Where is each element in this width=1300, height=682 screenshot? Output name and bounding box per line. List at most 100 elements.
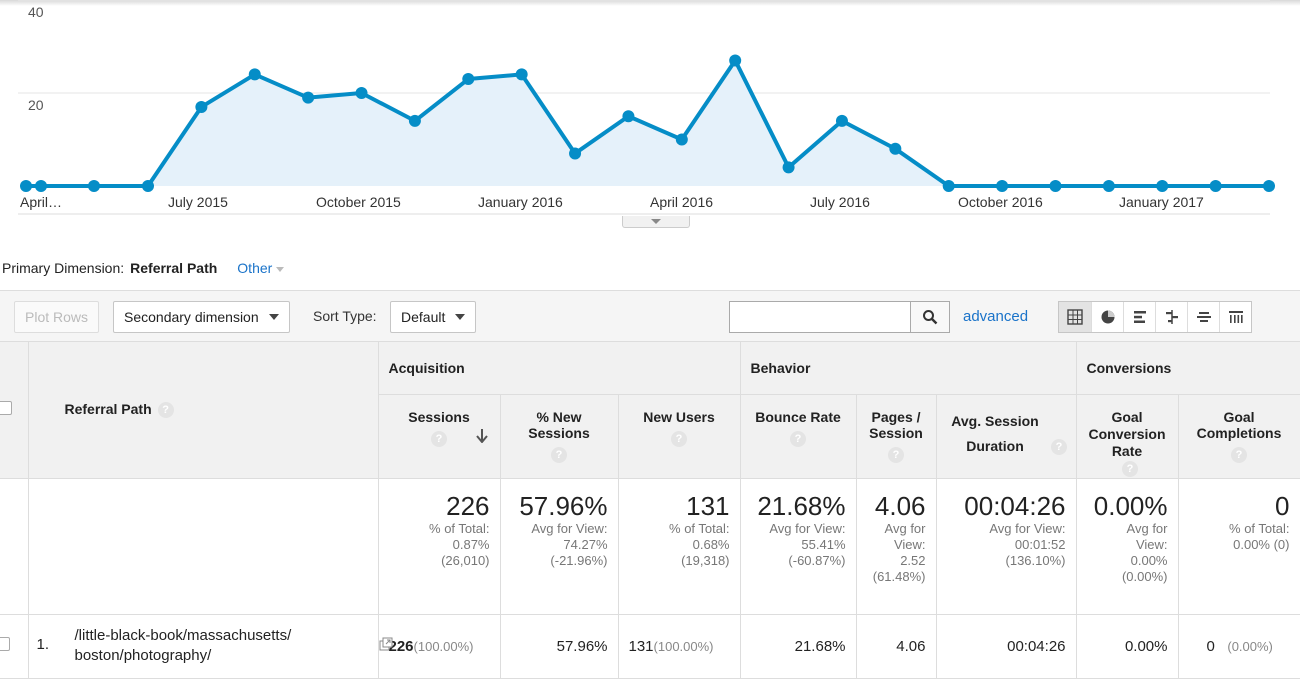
comparison-view-icon[interactable] <box>1155 302 1187 332</box>
avg-session-duration-header-label: Avg. Session Duration <box>951 412 1039 454</box>
data-point <box>675 133 688 146</box>
goal-completions-header-label: Goal Completions <box>1196 408 1282 441</box>
help-icon[interactable]: ? <box>790 430 806 447</box>
total-value: 0 <box>1275 490 1290 521</box>
select-all-checkbox[interactable] <box>0 401 12 416</box>
primary-dimension-bar: Primary Dimension: Referral Path Other <box>2 260 284 276</box>
total-note: % of Total: <box>669 520 730 536</box>
primary-dimension-label: Primary Dimension: <box>2 260 125 276</box>
row-checkbox[interactable] <box>0 637 10 651</box>
help-icon[interactable]: ? <box>551 446 567 463</box>
sessions-pct: (100.00%) <box>413 638 474 654</box>
view-switcher <box>1058 301 1252 333</box>
term-cloud-view-icon[interactable] <box>1187 302 1219 332</box>
totals-row: 226% of Total: 0.87% (26,010) 57.96% Avg fo… <box>0 478 1300 615</box>
help-icon[interactable]: ? <box>157 402 174 419</box>
total-value: 00:04:26 <box>964 490 1066 521</box>
totals-label-cell <box>28 478 379 615</box>
data-point <box>729 54 742 67</box>
chart-svg: 40 20 April… July 2015 October 2015 January 2… <box>18 0 1275 215</box>
table-row[interactable]: 1. /little-black-book/massachusetts/bosto… <box>0 614 1300 679</box>
new-users-header[interactable]: New Users? <box>618 394 741 479</box>
total-value: 0.00% <box>1093 490 1168 521</box>
secondary-dimension-label: Secondary dimension <box>124 309 259 325</box>
referral-path-cell: 1. /little-black-book/massachusetts/bosto… <box>28 614 392 679</box>
data-point <box>835 114 848 127</box>
help-icon[interactable]: ? <box>431 430 447 447</box>
data-point <box>88 180 100 192</box>
total-value: 226 <box>446 490 490 521</box>
data-point <box>462 73 475 86</box>
pct-new-sessions-header-label: % New Sessions <box>528 408 590 441</box>
total-goal-completions: 0% of Total: 0.00% (0) <box>1178 478 1300 615</box>
total-note: 00:01:52 <box>1014 536 1066 552</box>
help-icon[interactable]: ? <box>1231 446 1247 463</box>
total-note: (-21.96%) <box>550 552 608 568</box>
data-point <box>248 68 261 81</box>
primary-dimension-value[interactable]: Referral Path <box>130 260 218 276</box>
total-note: (0.00%) <box>1121 568 1168 584</box>
pivot-view-icon[interactable] <box>1219 302 1251 332</box>
caret-down-icon <box>268 314 279 320</box>
total-value: 4.06 <box>874 490 926 521</box>
x-tick-label: October 2015 <box>316 194 401 210</box>
acquisition-group-header: Acquisition <box>378 342 741 395</box>
data-point <box>1263 180 1275 192</box>
plot-rows-button[interactable]: Plot Rows <box>14 301 100 333</box>
referral-path-link[interactable]: /little-black-book/massachusetts/boston/… <box>75 626 292 666</box>
search-button[interactable] <box>910 301 950 333</box>
goal-completions-header[interactable]: Goal Completions? <box>1178 394 1300 479</box>
pct-new-sessions-header[interactable]: % New Sessions? <box>500 394 619 479</box>
goal-completions-pct: (0.00%) <box>1227 638 1273 654</box>
open-external-icon[interactable] <box>379 637 393 651</box>
x-tick-label: January 2016 <box>478 194 563 210</box>
help-icon[interactable]: ? <box>1122 460 1138 477</box>
x-tick-label: April 2016 <box>650 194 713 210</box>
sessions-header[interactable]: Sessions? <box>378 394 501 479</box>
help-icon[interactable]: ? <box>1051 438 1067 455</box>
totals-empty-cell <box>0 478 29 615</box>
table-search-input[interactable] <box>729 301 911 333</box>
total-avg-session-duration: 00:04:26 Avg for View: 00:01:52 (136.10%) <box>936 478 1077 615</box>
help-icon[interactable]: ? <box>888 446 904 463</box>
total-note: 0.87% <box>452 536 490 552</box>
new-users-header-label: New Users <box>643 408 715 425</box>
data-point <box>889 142 902 155</box>
data-point <box>515 68 528 81</box>
table-toolbar: Plot Rows Secondary dimension Sort Type:… <box>0 290 1300 342</box>
collapse-chart-handle[interactable] <box>622 216 690 228</box>
search-icon <box>923 310 938 325</box>
referral-path-header[interactable]: Referral Path? <box>28 342 379 479</box>
sort-type-value: Default <box>401 309 446 325</box>
other-dimension-dropdown[interactable]: Other <box>237 260 284 276</box>
total-value: 57.96% <box>519 490 608 521</box>
data-point <box>569 147 582 160</box>
data-point <box>355 87 368 99</box>
avg-session-duration-header[interactable]: Avg. Session Duration? <box>936 394 1077 479</box>
help-icon[interactable]: ? <box>671 430 687 447</box>
total-note: View: <box>893 536 926 552</box>
pie-chart-view-icon[interactable] <box>1091 302 1123 332</box>
data-point <box>996 180 1009 192</box>
total-note: (136.10%) <box>1005 552 1066 568</box>
x-tick-label: July 2016 <box>810 194 870 210</box>
bounce-rate-header[interactable]: Bounce Rate? <box>740 394 857 479</box>
advanced-filter-link[interactable]: advanced <box>963 308 1029 325</box>
sort-type-dropdown[interactable]: Default <box>390 301 477 333</box>
goal-conversion-rate-header[interactable]: Goal Conversion Rate? <box>1076 394 1179 479</box>
referral-path-line: boston/photography/ <box>74 647 212 664</box>
sessions-header-label: Sessions <box>408 408 470 425</box>
performance-view-icon[interactable] <box>1123 302 1155 332</box>
data-point <box>622 110 635 123</box>
x-tick-label: October 2016 <box>958 194 1043 210</box>
data-point <box>1049 180 1062 192</box>
pages-session-header[interactable]: Pages / Session? <box>856 394 937 479</box>
data-table-view-icon[interactable] <box>1059 302 1091 332</box>
y-tick-label: 40 <box>28 4 44 20</box>
row-sessions: 226(100.00%) <box>378 614 501 679</box>
total-note: Avg for <box>884 520 926 536</box>
total-note: % of Total: <box>1229 520 1290 536</box>
data-point <box>20 180 32 192</box>
total-note: 55.41% <box>801 536 846 552</box>
secondary-dimension-dropdown[interactable]: Secondary dimension <box>113 301 290 333</box>
